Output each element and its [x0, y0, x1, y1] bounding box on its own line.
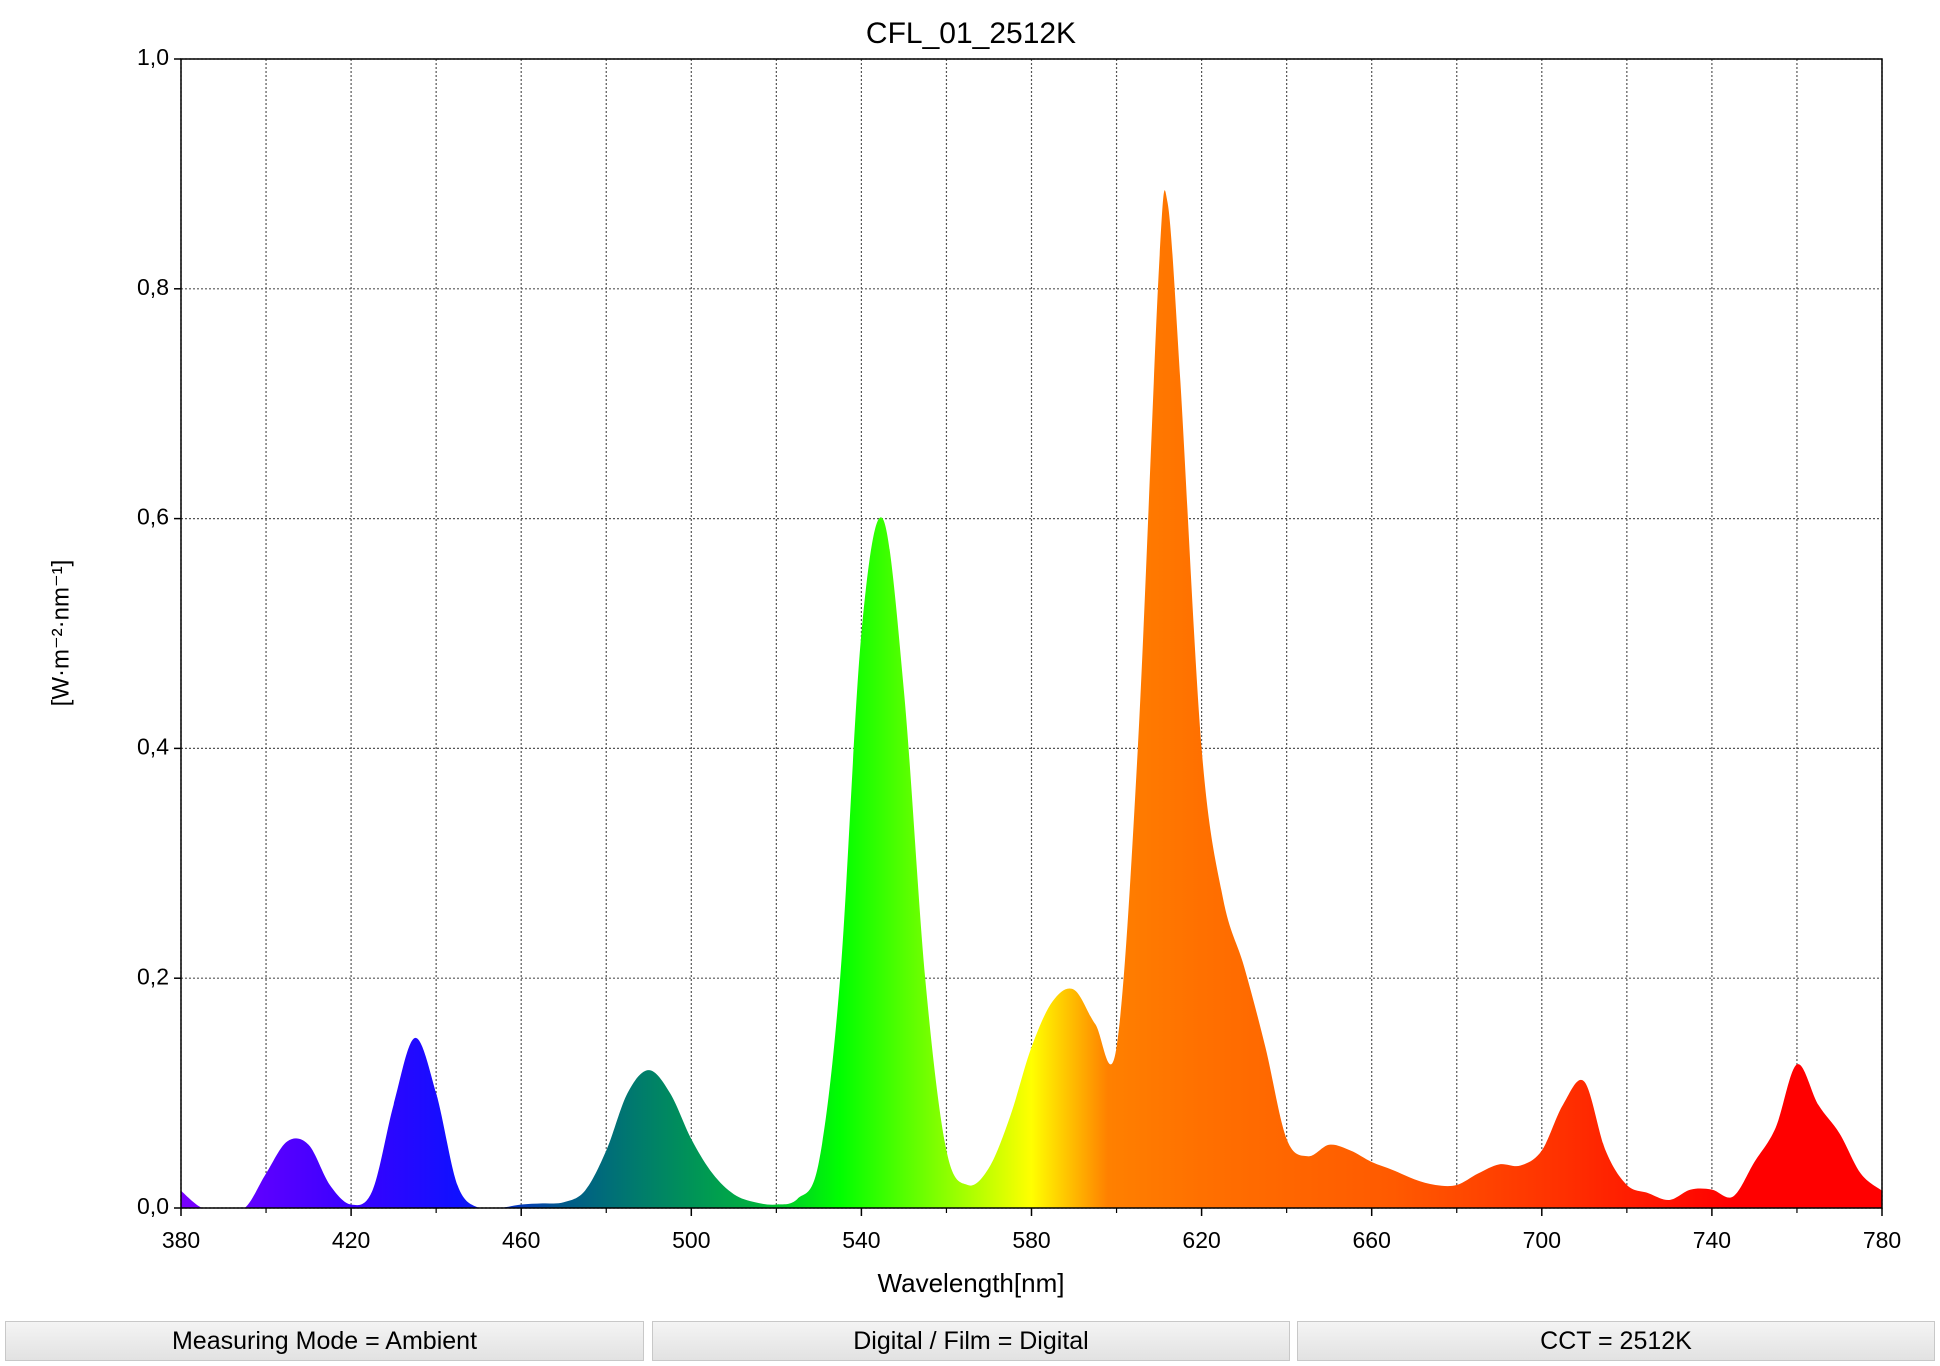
status-cell: Measuring Mode = Ambient	[5, 1321, 644, 1361]
chart: CFL_01_2512K Wavelength[nm] [W·m⁻²·nm⁻¹]…	[47, 17, 1901, 1298]
y-tick-label: 0,8	[137, 274, 169, 300]
y-axis-label: [W·m⁻²·nm⁻¹]	[47, 560, 74, 707]
x-tick-label: 740	[1693, 1227, 1731, 1253]
y-tick-label: 0,0	[137, 1193, 169, 1219]
y-tick-label: 0,2	[137, 963, 169, 989]
y-tick-label: 0,6	[137, 504, 169, 530]
x-axis-label: Wavelength[nm]	[878, 1268, 1065, 1298]
y-tick-label: 1,0	[137, 44, 169, 70]
x-tick-label: 420	[332, 1227, 370, 1253]
x-tick-label: 660	[1353, 1227, 1391, 1253]
y-tick-label: 0,4	[137, 733, 169, 759]
x-tick-label: 700	[1523, 1227, 1561, 1253]
status-cell: Digital / Film = Digital	[652, 1321, 1290, 1361]
status-cell: CCT = 2512K	[1297, 1321, 1935, 1361]
x-tick-label: 620	[1182, 1227, 1220, 1253]
x-tick-label: 500	[672, 1227, 710, 1253]
plot-frame	[180, 58, 1883, 1209]
x-tick-label: 380	[162, 1227, 200, 1253]
x-tick-label: 580	[1012, 1227, 1050, 1253]
x-tick-label: 780	[1863, 1227, 1901, 1253]
chart-title: CFL_01_2512K	[866, 17, 1076, 50]
x-tick-label: 460	[502, 1227, 540, 1253]
x-tick-label: 540	[842, 1227, 880, 1253]
